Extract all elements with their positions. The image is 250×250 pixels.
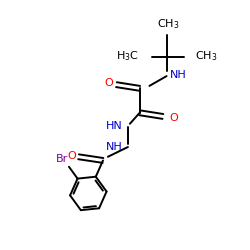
Text: Br: Br [56, 154, 68, 164]
Text: CH$_3$: CH$_3$ [156, 17, 179, 31]
Text: O: O [104, 78, 113, 88]
Text: H$_3$C: H$_3$C [116, 50, 138, 64]
Text: NH: NH [170, 70, 186, 80]
Text: NH: NH [106, 142, 122, 152]
Text: O: O [169, 113, 178, 123]
Text: CH$_3$: CH$_3$ [195, 50, 217, 64]
Text: O: O [67, 150, 76, 160]
Text: HN: HN [106, 121, 122, 131]
